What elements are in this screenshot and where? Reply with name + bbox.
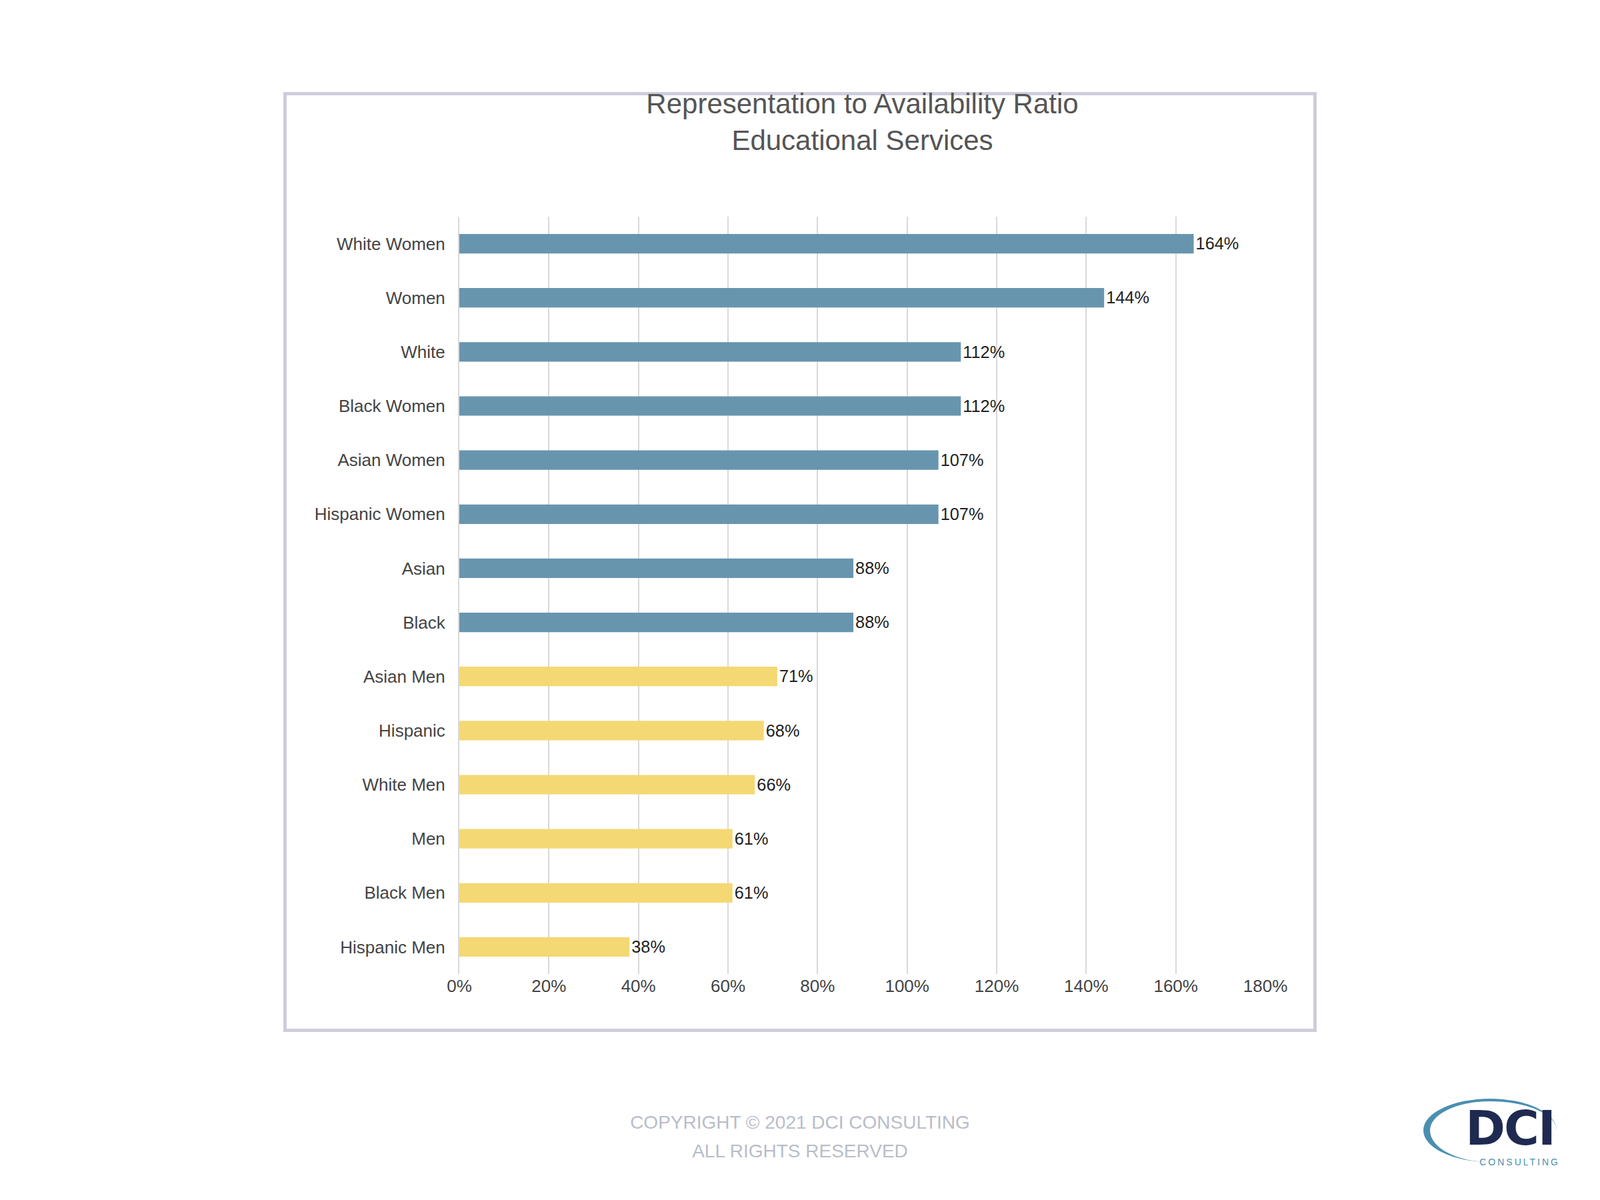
svg-text:20%: 20% [531, 976, 566, 996]
svg-text:Hispanic Men: Hispanic Men [340, 937, 446, 958]
html-text:ALL RIGHTS RESERVED: ALL RIGHTS RESERVED [692, 1140, 908, 1162]
svg-text:107%: 107% [940, 504, 984, 524]
svg-text:88%: 88% [855, 558, 890, 578]
svg-text:66%: 66% [756, 775, 791, 794]
svg-text:Hispanic: Hispanic [378, 720, 446, 741]
svg-text:Asian: Asian [402, 558, 446, 579]
svg-text:40%: 40% [621, 976, 656, 996]
svg-text:White Women: White Women [336, 234, 446, 254]
svg-text:Representation to Availability: Representation to Availability RatioEduc… [646, 88, 1078, 156]
svg-text:61%: 61% [734, 883, 769, 902]
svg-text:Hispanic Women: Hispanic Women [314, 504, 446, 524]
svg-text:112%: 112% [962, 342, 1005, 362]
svg-text:0%: 0% [446, 976, 472, 996]
svg-text:Asian Men: Asian Men [363, 666, 446, 687]
svg-text:60%: 60% [710, 976, 746, 996]
svg-text:120%: 120% [974, 976, 1020, 996]
svg-text:164%: 164% [1196, 234, 1240, 253]
svg-text:71%: 71% [779, 666, 814, 686]
html-text:CONSULTING: CONSULTING [1479, 1156, 1560, 1168]
svg-text:Women: Women [386, 288, 446, 308]
svg-text:Black: Black [402, 612, 446, 633]
svg-text:88%: 88% [855, 612, 890, 632]
svg-text:100%: 100% [884, 976, 930, 996]
svg-text:180%: 180% [1243, 976, 1288, 996]
html-text:DCI: DCI [1465, 1100, 1555, 1156]
svg-text:Black Women: Black Women [338, 396, 446, 416]
svg-text:White: White [400, 342, 445, 362]
svg-text:White Men: White Men [362, 774, 446, 795]
svg-text:112%: 112% [962, 396, 1005, 416]
svg-text:140%: 140% [1064, 976, 1109, 996]
html-text:COPYRIGHT © 2021 DCI CONSULTIN: COPYRIGHT © 2021 DCI CONSULTING [630, 1112, 970, 1133]
svg-text:144%: 144% [1106, 288, 1150, 307]
svg-text:Men: Men [411, 828, 446, 849]
svg-text:Asian Women: Asian Women [337, 450, 445, 470]
svg-text:61%: 61% [734, 829, 769, 848]
svg-text:Black Men: Black Men [364, 882, 445, 903]
svg-text:107%: 107% [940, 450, 984, 470]
svg-text:38%: 38% [631, 937, 666, 956]
svg-text:80%: 80% [800, 976, 835, 996]
svg-text:160%: 160% [1153, 976, 1198, 996]
svg-text:68%: 68% [766, 721, 800, 740]
